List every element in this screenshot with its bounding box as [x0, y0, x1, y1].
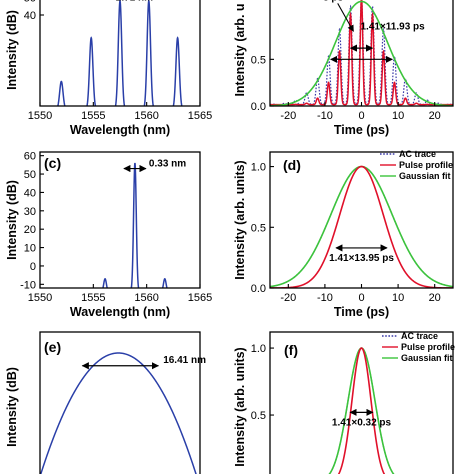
y-tick-label: 1.0: [251, 343, 266, 355]
y-tick-label: 0.0: [251, 283, 266, 295]
spacing-pointer: [337, 3, 354, 32]
y-tick-label: 0.5: [251, 410, 266, 422]
panel-a-frame: [39, 0, 201, 107]
panel-e-frame: [39, 331, 201, 474]
spacing-annotation: 3 ps: [323, 0, 343, 4]
y-axis-label: Intensity (arb. u: [233, 3, 247, 96]
panel-d-plot-area: [270, 165, 453, 288]
panel-label: (e): [44, 339, 61, 355]
y-tick-label: 60: [24, 151, 36, 163]
y-axis-label: Intensity (arb. units): [233, 347, 247, 466]
panel-b-plot-area: [270, 0, 453, 106]
x-tick-label: 20: [429, 292, 441, 304]
panel-b: -20 -10 0 10 20 0.0 0.5 Intensity (arb. u Time (…: [233, 0, 454, 137]
panel-d: -20 -10 0 10 20 0.0 0.5 1.0 Intensity (arb. unit…: [233, 149, 454, 319]
x-tick-label: 0: [358, 110, 364, 122]
pulse-profile: [270, 0, 453, 106]
y-tick-label: -10: [20, 279, 36, 291]
gaussian-fit: [270, 0, 453, 106]
fwhm-annotation: 0.33 nm: [149, 159, 186, 170]
x-tick-label: 1560: [134, 110, 158, 122]
x-tick-label: -10: [317, 110, 333, 122]
ac-trace: [270, 165, 453, 288]
x-axis-label: Wavelength (nm): [70, 123, 170, 137]
panel-c-frame: [39, 151, 201, 289]
spacing-annotation: 2.71 nm: [116, 0, 153, 4]
x-tick-label: 1565: [188, 292, 212, 304]
x-tick-label: -20: [280, 110, 296, 122]
y-axis-label: Intensity (arb. units): [233, 160, 247, 279]
x-axis-label: Time (ps): [334, 305, 389, 319]
x-axis-label: Wavelength (nm): [70, 305, 170, 319]
y-axis-label: Intensity (dB): [5, 367, 19, 447]
panel-a-plot-area: [57, 0, 183, 106]
spectrum-trace: [57, 0, 183, 106]
y-axis-label: Intensity (dB): [5, 10, 19, 90]
y-tick-label: 0.0: [251, 101, 266, 113]
panel-label: (c): [44, 155, 61, 171]
panel-c: 1550 1555 1560 1565 -10 0 10 20 30 40 50 60 Intensit…: [5, 151, 212, 319]
ac-trace: [328, 347, 395, 474]
legend-entry: Gaussian fit: [399, 171, 451, 181]
x-tick-label: -10: [317, 292, 333, 304]
x-tick-label: -20: [280, 292, 296, 304]
x-tick-label: 1550: [28, 110, 52, 122]
legend-entry: AC trace: [401, 331, 438, 341]
fwhm-annotation: 1.41×13.95 ps: [329, 253, 394, 264]
y-tick-label: 40: [24, 187, 36, 199]
width-annotation: 1.41×11.93 ps: [360, 21, 425, 32]
legend-entry: AC trace: [399, 149, 436, 159]
y-tick-label: 50: [24, 169, 36, 181]
x-tick-label: 1560: [134, 292, 158, 304]
pulse-profile: [270, 165, 453, 288]
fwhm-annotation: 1.41×0.32 ps: [332, 417, 392, 428]
x-tick-label: 10: [392, 292, 404, 304]
x-axis-label: Time (ps): [334, 123, 389, 137]
y-tick-label: 0.5: [251, 54, 266, 66]
panel-label: (f): [284, 342, 298, 358]
x-tick-label: 0: [358, 292, 364, 304]
panel-label: (d): [283, 157, 301, 173]
spectrum-trace: [102, 162, 168, 288]
spectrum-trace: [40, 352, 197, 474]
x-tick-label: 1565: [188, 110, 212, 122]
legend-entry: Pulse profile: [401, 342, 455, 352]
legend-entry: Gaussian fit: [401, 353, 453, 363]
ac-trace: [270, 0, 453, 106]
y-tick-label: 40: [24, 10, 36, 22]
x-tick-label: 1555: [81, 292, 105, 304]
panel-f-frame: [269, 331, 454, 474]
panel-f-plot-area: [328, 347, 395, 474]
panel-e-plot-area: [40, 352, 197, 474]
y-tick-label: 1.0: [251, 162, 266, 174]
y-tick-label: 30: [24, 206, 36, 218]
pulse-profile: [337, 347, 386, 474]
panel-f: 0.5 1.0 Intensity (arb. units) (f) AC traceP…: [233, 331, 455, 474]
y-axis-label: Intensity (dB): [5, 180, 19, 260]
y-tick-label: 20: [24, 224, 36, 236]
y-tick-label: 0.5: [251, 222, 266, 234]
panel-a: 1550 1555 1560 1565 40 50 Intensity (dB) Wavele…: [5, 0, 212, 137]
legend-entry: Pulse profile: [399, 160, 453, 170]
gaussian-fit: [328, 347, 395, 474]
x-tick-label: 20: [429, 110, 441, 122]
y-tick-label: 50: [24, 0, 36, 5]
gaussian-fit: [270, 165, 453, 288]
y-tick-label: 0: [30, 261, 36, 273]
fwhm-annotation: 16.41 nm: [163, 355, 206, 366]
x-tick-label: 1550: [28, 292, 52, 304]
x-tick-label: 1555: [81, 110, 105, 122]
panel-c-plot-area: [102, 162, 168, 288]
x-tick-label: 10: [392, 110, 404, 122]
panel-e: Intensity (dB) (e) 16.41 nm: [5, 331, 206, 474]
y-tick-label: 10: [24, 243, 36, 255]
panel-b-frame: [269, 0, 454, 107]
